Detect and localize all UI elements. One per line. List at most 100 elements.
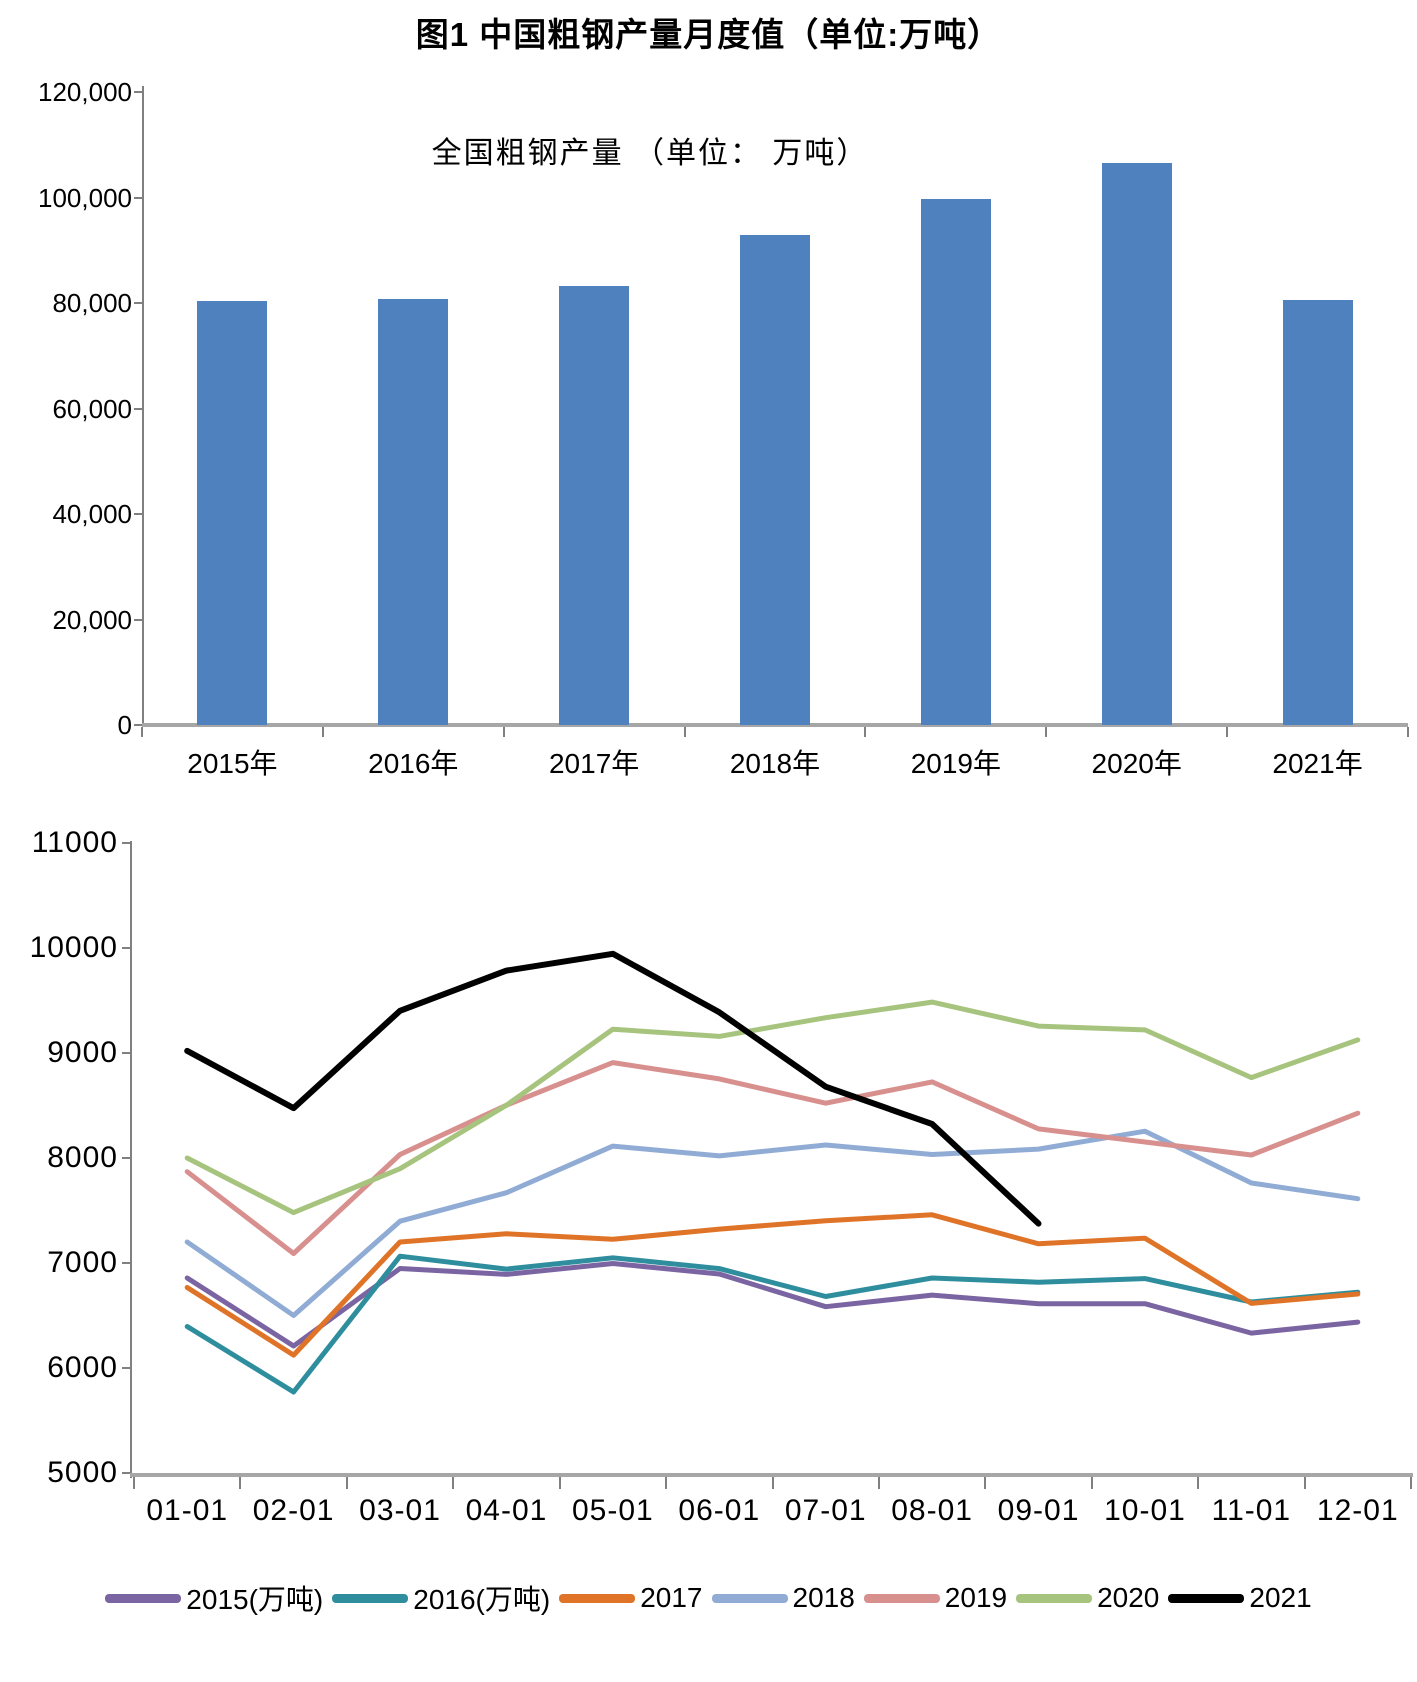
line-x-tick-label: 08-01 xyxy=(891,1494,973,1527)
line-x-tick-mark xyxy=(345,1477,348,1489)
bar-2015年 xyxy=(197,300,268,725)
bar-y-tick-mark xyxy=(134,302,142,304)
line-y-tick-label: 6000 xyxy=(47,1351,118,1384)
line-series-2017 xyxy=(184,1212,1361,1358)
bar-y-tick-mark xyxy=(134,618,142,621)
bar-2019年 xyxy=(920,199,991,725)
line-series-2016(万吨) xyxy=(184,1253,1361,1395)
line-y-tick-mark xyxy=(122,842,130,844)
legend-item-2017: 2017 xyxy=(559,1582,703,1614)
bar-chart-inner-title: 全国粗钢产量 （单位： 万吨） xyxy=(431,137,869,170)
legend-label-2017: 2017 xyxy=(640,1582,703,1613)
line-series-2015(万吨) xyxy=(184,1261,1361,1349)
line-x-tick-label: 01-01 xyxy=(146,1494,229,1527)
legend-swatch-2019 xyxy=(863,1593,940,1603)
legend: 2015(万吨) 2016(万吨) 2017 2018 2019 2020 2021 xyxy=(0,1578,1417,1618)
legend-item-2021: 2021 xyxy=(1168,1582,1312,1614)
line-y-tick-label: 5000 xyxy=(47,1456,118,1489)
line-y-tick-mark xyxy=(122,1052,130,1054)
bar-x-tick-mark xyxy=(864,727,867,737)
bar-2020年 xyxy=(1101,163,1172,725)
line-x-tick-label: 03-01 xyxy=(359,1494,441,1527)
bar-x-tick-mark xyxy=(1407,727,1409,737)
line-x-tick-label: 10-01 xyxy=(1104,1494,1186,1527)
line-x-tick-mark xyxy=(239,1477,242,1489)
bar-y-axis-line xyxy=(142,86,144,727)
bar-x-category-label: 2021年 xyxy=(1272,748,1363,779)
bar-y-tick-label: 20,000 xyxy=(52,604,132,635)
line-x-tick-mark xyxy=(1197,1477,1200,1489)
legend-item-2020: 2020 xyxy=(1016,1582,1159,1614)
line-x-tick-mark xyxy=(1090,1477,1093,1489)
bar-y-tick-label: 0 xyxy=(117,710,132,740)
line-y-tick-mark xyxy=(122,1157,130,1159)
legend-label-2020: 2020 xyxy=(1097,1582,1160,1613)
bar-x-tick-mark xyxy=(1045,727,1048,737)
legend-label-2019: 2019 xyxy=(944,1582,1008,1613)
bar-2017年 xyxy=(559,286,630,725)
bar-y-tick-mark xyxy=(134,513,142,515)
bar-x-category-label: 2019年 xyxy=(910,748,1001,779)
line-x-tick-mark xyxy=(558,1477,561,1489)
legend-label-2018: 2018 xyxy=(792,1582,855,1613)
line-x-tick-mark xyxy=(133,1477,135,1489)
line-x-tick-mark xyxy=(771,1477,774,1489)
legend-swatch-2017 xyxy=(559,1593,636,1603)
legend-swatch-2016(万吨) xyxy=(332,1593,409,1603)
legend-item-2019: 2019 xyxy=(863,1582,1008,1614)
line-x-tick-label: 07-01 xyxy=(784,1494,867,1527)
line-series-2019 xyxy=(184,1060,1361,1256)
bar-x-tick-mark xyxy=(141,727,143,737)
legend-label-2016(万吨): 2016(万吨) xyxy=(413,1584,551,1615)
line-x-tick-label: 02-01 xyxy=(252,1494,335,1527)
bar-y-tick-mark xyxy=(134,407,142,410)
bar-x-category-label: 2018年 xyxy=(729,748,821,779)
line-x-tick-label: 11-01 xyxy=(1211,1494,1292,1527)
bar-x-category-label: 2017年 xyxy=(548,748,640,779)
bar-y-tick-label: 120,000 xyxy=(38,77,132,107)
line-x-tick-label: 12-01 xyxy=(1316,1494,1399,1527)
line-x-tick-label: 04-01 xyxy=(465,1494,548,1527)
line-x-axis-line xyxy=(130,1473,1413,1477)
bar-y-tick-label: 60,000 xyxy=(52,393,132,424)
legend-swatch-2015(万吨) xyxy=(105,1593,182,1603)
bar-y-tick-label: 80,000 xyxy=(52,288,132,318)
line-series-2018 xyxy=(184,1128,1361,1318)
line-y-tick-mark xyxy=(122,1472,130,1474)
line-y-tick-mark xyxy=(122,1367,130,1369)
line-y-axis-line xyxy=(130,841,132,1478)
line-x-tick-mark xyxy=(665,1477,668,1489)
legend-label-2015(万吨): 2015(万吨) xyxy=(186,1584,324,1615)
line-y-tick-label: 7000 xyxy=(47,1246,118,1279)
line-y-tick-label: 10000 xyxy=(29,931,118,964)
bar-x-category-label: 2015年 xyxy=(187,748,278,779)
line-x-tick-label: 06-01 xyxy=(678,1494,761,1527)
figure-title: 图1 中国粗钢产量月度值（单位:万吨） xyxy=(415,16,1002,53)
bar-2016年 xyxy=(378,298,449,725)
bar-2021年 xyxy=(1282,299,1353,725)
bar-x-tick-mark xyxy=(1226,727,1229,737)
line-x-tick-label: 09-01 xyxy=(997,1494,1080,1527)
legend-label-2021: 2021 xyxy=(1249,1582,1312,1613)
line-x-tick-mark xyxy=(1410,1477,1412,1489)
line-x-tick-mark xyxy=(877,1477,880,1489)
line-series-2021 xyxy=(184,950,1042,1227)
bar-y-tick-mark xyxy=(134,91,142,93)
legend-item-2015(万吨): 2015(万吨) xyxy=(105,1578,323,1618)
legend-item-2018: 2018 xyxy=(711,1582,855,1614)
line-y-tick-label: 9000 xyxy=(47,1036,118,1069)
bar-x-tick-mark xyxy=(683,727,686,737)
line-y-tick-mark xyxy=(122,1262,130,1264)
bar-x-tick-mark xyxy=(321,727,324,737)
legend-swatch-2021 xyxy=(1168,1593,1245,1603)
line-x-tick-mark xyxy=(1303,1477,1306,1489)
legend-swatch-2018 xyxy=(711,1593,788,1603)
bar-y-tick-label: 100,000 xyxy=(38,182,132,213)
line-y-tick-label: 8000 xyxy=(47,1141,118,1174)
line-y-tick-label: 11000 xyxy=(31,826,118,859)
bar-2018年 xyxy=(740,235,810,725)
line-x-tick-mark xyxy=(984,1477,987,1489)
line-y-tick-mark xyxy=(122,947,130,949)
